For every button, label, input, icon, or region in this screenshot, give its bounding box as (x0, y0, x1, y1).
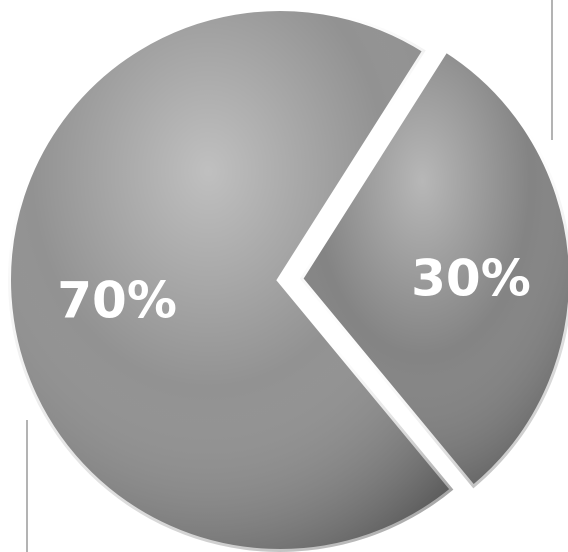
slice-shading (299, 49, 568, 489)
pie (5, 5, 568, 552)
value-label: 30% (411, 249, 531, 307)
value-label: 70% (57, 272, 177, 330)
pie-labels: 70% 30% (57, 249, 531, 329)
slice-shading (8, 8, 454, 552)
